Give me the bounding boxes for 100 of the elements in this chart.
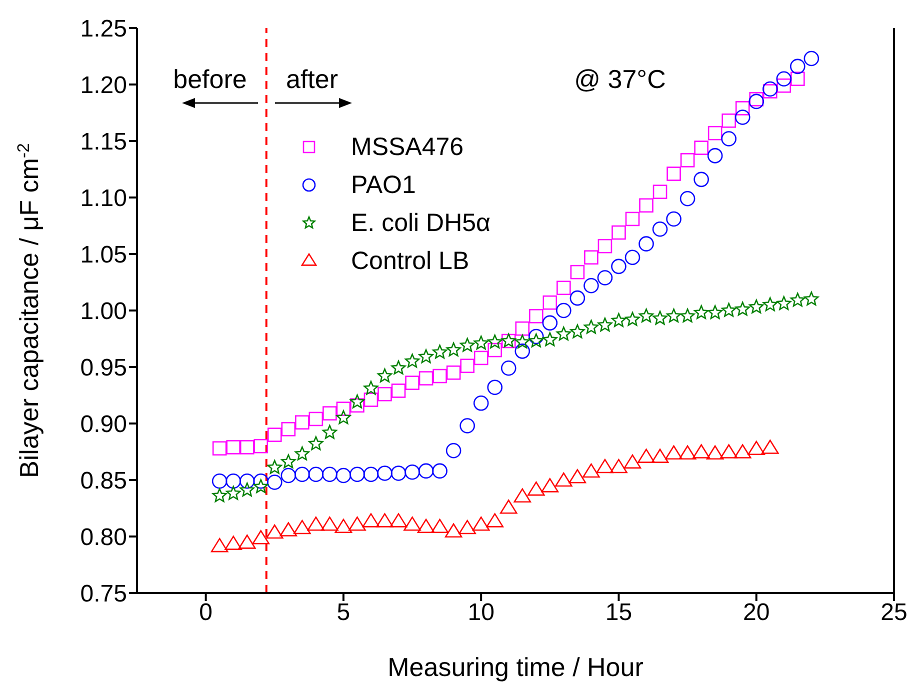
point <box>334 518 352 534</box>
annotation: before <box>173 64 247 94</box>
point <box>598 238 612 254</box>
point <box>666 211 682 227</box>
point <box>336 468 352 484</box>
point <box>294 446 310 460</box>
point <box>390 466 406 481</box>
point <box>390 513 408 528</box>
point <box>568 469 586 484</box>
point <box>405 376 420 390</box>
point <box>666 166 681 181</box>
point <box>212 441 227 456</box>
point <box>652 221 668 237</box>
point <box>226 440 240 454</box>
point <box>308 436 324 450</box>
y-tick-label: 1.25 <box>80 16 127 43</box>
x-tick-label: 0 <box>199 599 212 626</box>
legend-label: MSSA476 <box>351 132 464 163</box>
y-tick-label: 0.90 <box>80 411 127 438</box>
point <box>281 422 296 436</box>
x-axis-title: Measuring time / Hour <box>388 652 644 682</box>
point <box>776 71 792 86</box>
point <box>212 488 227 502</box>
point <box>596 458 614 474</box>
point <box>308 412 324 426</box>
point <box>611 313 626 327</box>
point <box>708 305 722 320</box>
point <box>720 444 738 458</box>
point <box>460 358 474 374</box>
point <box>432 344 448 359</box>
point <box>350 398 364 413</box>
point <box>749 299 764 314</box>
point <box>776 78 792 93</box>
point <box>735 302 750 316</box>
y-tick-label: 0.85 <box>80 468 127 495</box>
point <box>500 360 516 376</box>
point <box>391 360 406 374</box>
point <box>254 479 268 494</box>
point <box>790 292 805 307</box>
point <box>762 84 778 98</box>
point <box>350 466 365 482</box>
point <box>363 466 379 482</box>
point <box>638 308 654 322</box>
point <box>515 334 530 348</box>
point <box>267 428 282 442</box>
point <box>336 410 351 424</box>
point <box>528 333 544 348</box>
point <box>488 342 502 358</box>
point <box>570 290 586 306</box>
point <box>528 309 544 324</box>
x-tick-label: 10 <box>468 599 494 626</box>
point <box>404 464 420 480</box>
point <box>295 415 310 430</box>
y-tick-label: 1.20 <box>80 72 127 100</box>
point <box>226 486 241 500</box>
point <box>364 380 378 395</box>
point <box>294 520 311 534</box>
point <box>611 258 626 274</box>
point <box>584 250 598 265</box>
point <box>708 126 722 140</box>
point <box>638 448 655 463</box>
point <box>460 338 475 352</box>
point <box>321 516 338 531</box>
point <box>432 463 448 479</box>
point <box>652 310 668 325</box>
point <box>694 172 709 188</box>
point <box>625 312 640 326</box>
y-tick-label: 1.10 <box>80 185 127 212</box>
point <box>266 524 284 539</box>
point <box>252 530 270 544</box>
y-tick-label: 0.75 <box>80 580 127 608</box>
point <box>624 454 642 469</box>
point <box>472 516 490 531</box>
point <box>500 500 518 514</box>
point <box>762 297 778 312</box>
point <box>666 308 682 322</box>
point <box>556 280 571 296</box>
point <box>748 440 766 456</box>
point <box>266 474 282 490</box>
point <box>624 250 640 266</box>
point <box>722 302 736 317</box>
point <box>350 394 365 408</box>
annotation: after <box>286 64 338 94</box>
point <box>280 468 296 484</box>
point <box>239 473 255 489</box>
point <box>378 386 392 402</box>
point <box>804 50 820 66</box>
point <box>253 473 269 489</box>
point <box>541 478 559 492</box>
point <box>528 328 544 344</box>
point <box>527 482 545 496</box>
point <box>555 472 572 487</box>
legend-label: E. coli DH5α <box>351 208 490 239</box>
point <box>776 296 792 310</box>
point <box>706 445 724 460</box>
point <box>474 336 488 350</box>
y-tick-label: 0.80 <box>80 524 127 552</box>
point <box>322 466 338 482</box>
point <box>488 334 502 348</box>
point <box>240 440 254 454</box>
